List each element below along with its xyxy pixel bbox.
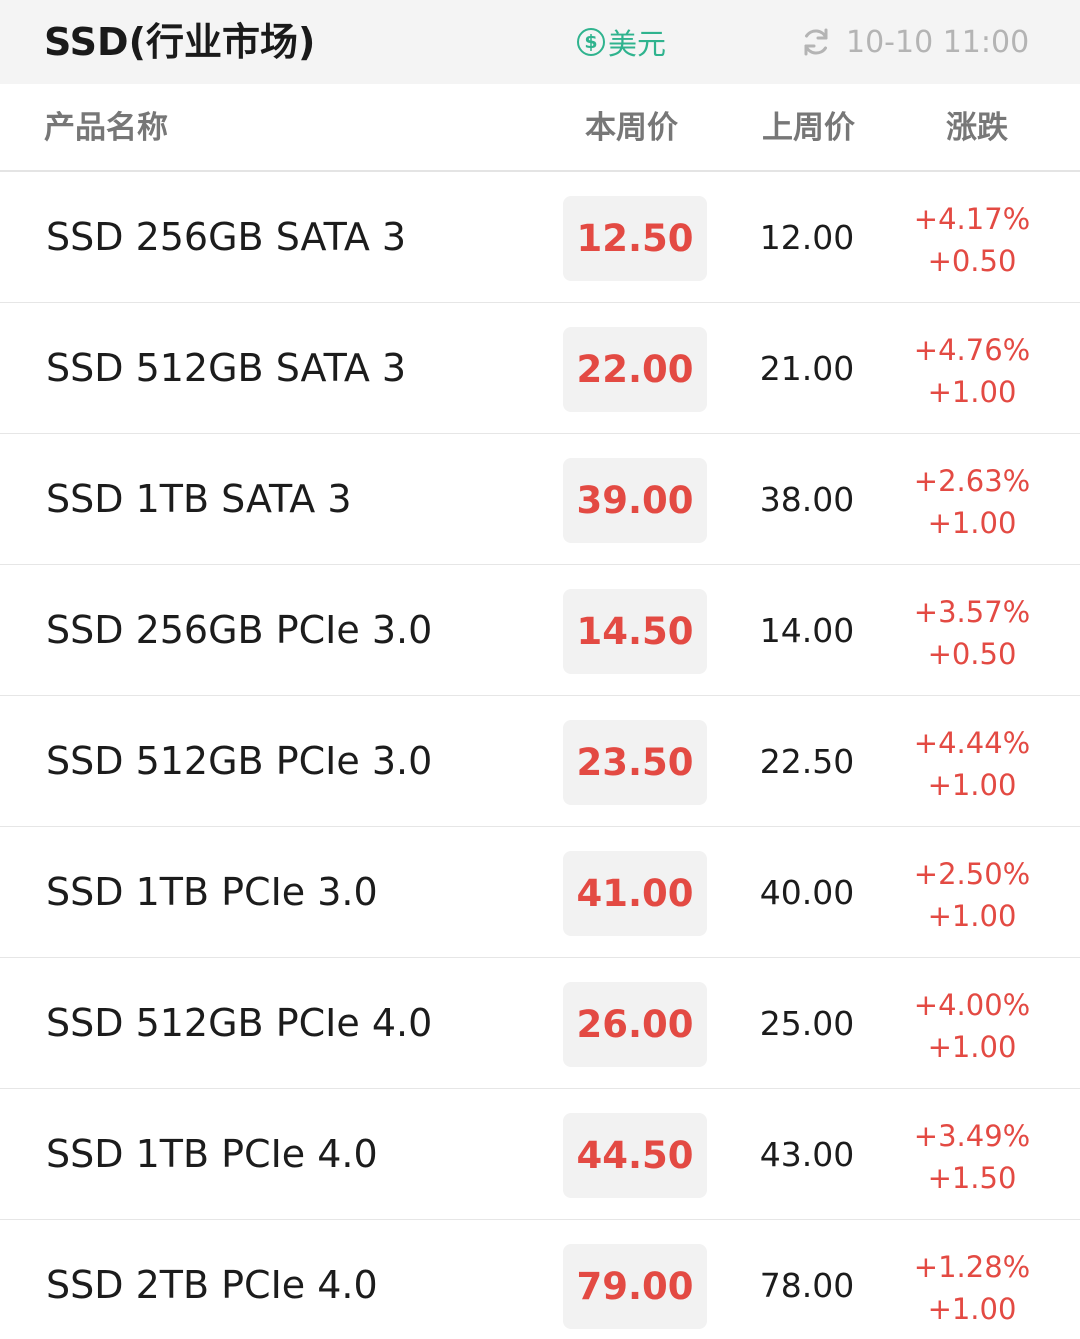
current-price-badge: 26.00 [563,982,707,1067]
product-name: SSD 1TB SATA 3 [46,477,352,521]
price-table: SSD 256GB SATA 3 12.50 12.00 +4.17% +0.5… [0,172,1080,1339]
change-amount: +1.50 [927,1161,1017,1195]
previous-price: 38.00 [759,480,855,519]
price-change: +4.17% +0.50 [905,198,1039,282]
product-name: SSD 512GB PCIe 4.0 [46,1001,433,1045]
current-price: 12.50 [576,217,694,260]
refresh-icon [804,28,828,56]
dollar-circle-icon: $ [577,28,605,56]
product-name: SSD 1TB PCIe 3.0 [46,870,378,914]
column-header-previous-price[interactable]: 上周价 [762,110,855,146]
price-change: +3.57% +0.50 [905,591,1039,675]
price-change: +4.44% +1.00 [905,722,1039,806]
current-price-badge: 22.00 [563,327,707,412]
currency-toggle[interactable]: $ 美元 [577,22,666,62]
price-change: +1.28% +1.00 [905,1246,1039,1330]
current-price: 26.00 [576,1003,694,1046]
current-price-badge: 41.00 [563,851,707,936]
table-row[interactable]: SSD 1TB PCIe 4.0 44.50 43.00 +3.49% +1.5… [0,1089,1080,1220]
current-price-badge: 79.00 [563,1244,707,1329]
change-percent: +4.17% [913,202,1031,236]
price-change: +2.63% +1.00 [905,460,1039,544]
refresh-button[interactable]: 10-10 11:00 [800,22,1029,62]
previous-price: 12.00 [759,218,855,257]
table-row[interactable]: SSD 256GB SATA 3 12.50 12.00 +4.17% +0.5… [0,172,1080,303]
change-amount: +0.50 [927,244,1017,278]
change-amount: +1.00 [927,506,1017,540]
column-header-current-price[interactable]: 本周价 [585,110,678,146]
page-title: SSD(行业市场) [44,20,316,64]
previous-price: 78.00 [759,1266,855,1305]
product-name: SSD 256GB PCIe 3.0 [46,608,433,652]
product-name: SSD 2TB PCIe 4.0 [46,1263,378,1307]
previous-price: 22.50 [759,742,855,781]
current-price: 79.00 [576,1265,694,1308]
updated-time: 10-10 11:00 [846,24,1030,60]
previous-price: 40.00 [759,873,855,912]
previous-price: 43.00 [759,1135,855,1174]
current-price-badge: 12.50 [563,196,707,281]
current-price-badge: 23.50 [563,720,707,805]
current-price-badge: 44.50 [563,1113,707,1198]
change-amount: +1.00 [927,1292,1017,1326]
change-percent: +2.63% [913,464,1031,498]
column-header-change[interactable]: 涨跌 [946,110,1008,146]
current-price: 23.50 [576,741,694,784]
previous-price: 21.00 [759,349,855,388]
change-amount: +1.00 [927,1030,1017,1064]
price-change: +4.76% +1.00 [905,329,1039,413]
current-price-badge: 39.00 [563,458,707,543]
current-price: 14.50 [576,610,694,653]
change-percent: +4.00% [913,988,1031,1022]
previous-price: 25.00 [759,1004,855,1043]
change-amount: +1.00 [927,375,1017,409]
table-row[interactable]: SSD 1TB PCIe 3.0 41.00 40.00 +2.50% +1.0… [0,827,1080,958]
current-price: 22.00 [576,348,694,391]
table-row[interactable]: SSD 512GB SATA 3 22.00 21.00 +4.76% +1.0… [0,303,1080,434]
price-change: +3.49% +1.50 [905,1115,1039,1199]
current-price: 41.00 [576,872,694,915]
price-change: +4.00% +1.00 [905,984,1039,1068]
currency-label: 美元 [608,27,667,61]
product-name: SSD 256GB SATA 3 [46,215,407,259]
product-name: SSD 1TB PCIe 4.0 [46,1132,378,1176]
product-name: SSD 512GB SATA 3 [46,346,407,390]
table-row[interactable]: SSD 512GB PCIe 3.0 23.50 22.50 +4.44% +1… [0,696,1080,827]
previous-price: 14.00 [759,611,855,650]
current-price: 44.50 [576,1134,694,1177]
column-header-name[interactable]: 产品名称 [44,110,168,146]
top-bar: SSD(行业市场) $ 美元 10-10 11:00 [0,0,1080,84]
change-percent: +4.44% [913,726,1031,760]
table-header: 产品名称 本周价 上周价 涨跌 [0,84,1080,172]
price-change: +2.50% +1.00 [905,853,1039,937]
change-percent: +1.28% [913,1250,1031,1284]
change-amount: +1.00 [927,899,1017,933]
table-row[interactable]: SSD 512GB PCIe 4.0 26.00 25.00 +4.00% +1… [0,958,1080,1089]
change-percent: +3.57% [913,595,1031,629]
change-percent: +3.49% [913,1119,1031,1153]
change-percent: +2.50% [913,857,1031,891]
table-row[interactable]: SSD 1TB SATA 3 39.00 38.00 +2.63% +1.00 [0,434,1080,565]
current-price-badge: 14.50 [563,589,707,674]
product-name: SSD 512GB PCIe 3.0 [46,739,433,783]
table-row[interactable]: SSD 256GB PCIe 3.0 14.50 14.00 +3.57% +0… [0,565,1080,696]
current-price: 39.00 [576,479,694,522]
change-amount: +1.00 [927,768,1017,802]
table-row[interactable]: SSD 2TB PCIe 4.0 79.00 78.00 +1.28% +1.0… [0,1220,1080,1339]
change-percent: +4.76% [913,333,1031,367]
change-amount: +0.50 [927,637,1017,671]
